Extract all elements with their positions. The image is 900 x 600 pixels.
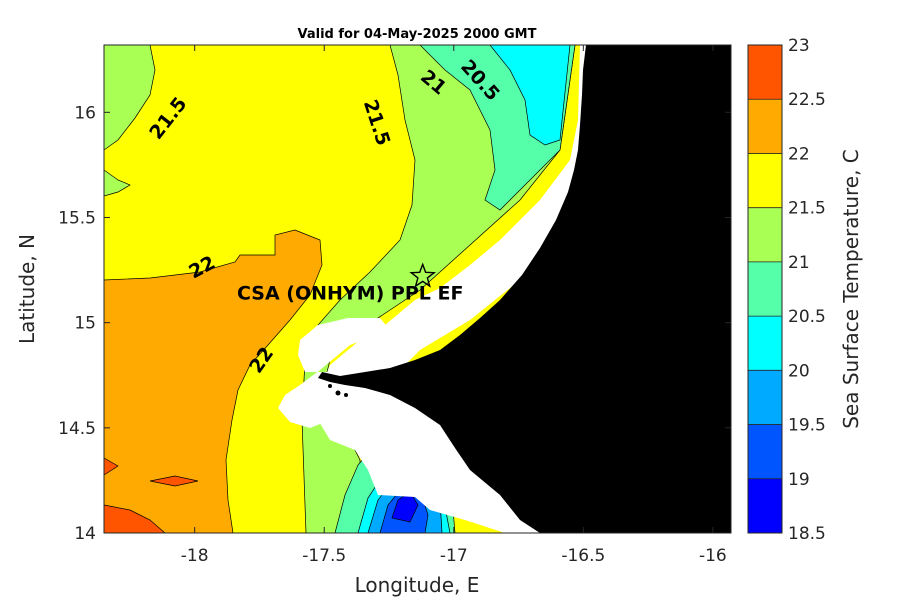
sst-band-20-20_5 (489, 45, 571, 146)
colorbar-band (748, 370, 782, 425)
y-tick-label: 15 (74, 314, 96, 334)
site-label: CSA (ONHYM) PPL EF (237, 282, 463, 304)
colorbar-tick-label: 20 (788, 361, 810, 381)
colorbar-band (748, 424, 782, 479)
sst-band-22_5-23-edge (104, 457, 119, 476)
y-axis-ticks: 14 14.5 15 15.5 16 (58, 103, 731, 544)
colorbar-tick-label: 21.5 (788, 199, 826, 219)
colorbar-tick-label: 20.5 (788, 307, 826, 327)
colorbar-tick-label: 19 (788, 470, 810, 490)
sst-band-21-21_5-left (104, 45, 156, 151)
x-tick-label: -16.5 (561, 546, 605, 566)
colorbar-tick-label: 22 (788, 144, 810, 164)
x-tick-label: -17.5 (302, 546, 346, 566)
y-tick-label: 15.5 (58, 208, 96, 228)
sst-band-22_5-23-patch (149, 475, 199, 487)
x-tick-label: -16 (699, 546, 727, 566)
sst-band-22_5-23-bottom (104, 504, 166, 533)
island-dot (344, 393, 348, 397)
colorbar-band (748, 45, 782, 100)
y-tick-label: 14 (74, 524, 96, 544)
y-axis-label: Latitude, N (15, 234, 39, 344)
coastal-mask-cape (278, 318, 390, 428)
y-tick-label: 14.5 (58, 419, 96, 439)
colorbar-tick-label: 19.5 (788, 416, 826, 436)
land-mass (318, 45, 731, 533)
x-tick-label: -18 (181, 546, 209, 566)
colorbar-tick-label: 22.5 (788, 90, 826, 110)
colorbar-band (748, 99, 782, 154)
x-axis-ticks: -18 -17.5 -17 -16.5 -16 (181, 45, 727, 566)
y-tick-label: 16 (74, 103, 96, 123)
colorbar-tick-label: 18.5 (788, 524, 826, 544)
coastal-mask (318, 45, 586, 533)
colorbar-tick-label: 21 (788, 253, 810, 273)
colorbar-band (748, 478, 782, 533)
colorbar-band (748, 207, 782, 262)
colorbar-label: Sea Surface Temperature, C (839, 149, 863, 429)
island-dot (335, 390, 341, 396)
sst-band-22-22_5 (104, 229, 323, 533)
site-star-shape (409, 262, 437, 288)
sst-band-21-21_5 (104, 45, 576, 533)
x-axis-label: Longitude, E (355, 573, 480, 597)
plot-area (104, 45, 731, 533)
sst-band-21-21_5-left2 (104, 169, 131, 197)
site-star-icon (409, 262, 437, 288)
colorbar-frame (747, 44, 783, 534)
figure-title: Valid for 04-May-2025 2000 GMT (298, 27, 537, 42)
colorbar-band (748, 261, 782, 317)
colorbar-band (748, 153, 782, 208)
colorbar-tick-label: 23 (788, 36, 810, 56)
x-tick-label: -17 (440, 546, 468, 566)
plot-frame (103, 44, 732, 534)
sst-band-18_5-19-bottom (391, 491, 419, 523)
island-dot (328, 384, 332, 388)
colorbar-band (748, 316, 782, 371)
colorbar: 18.5 19 19.5 20 20.5 21 21.5 22 22.5 23 (748, 36, 826, 544)
